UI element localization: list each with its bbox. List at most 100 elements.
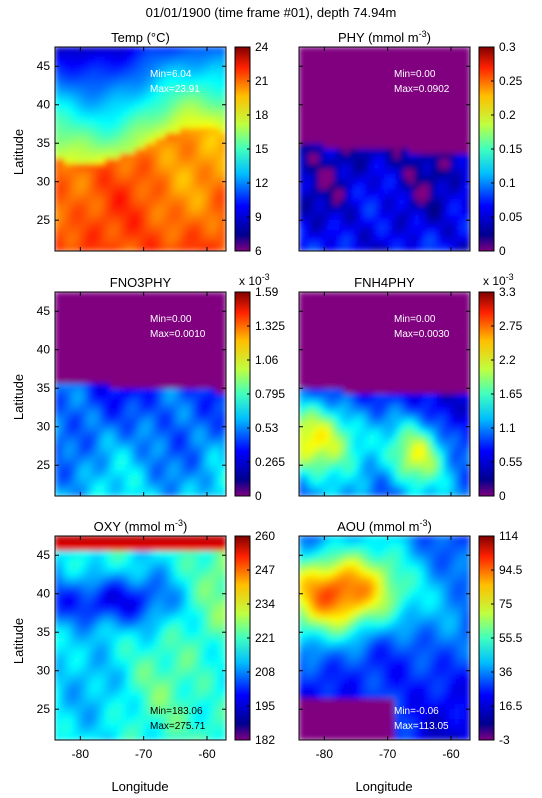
heatmap-cell xyxy=(119,342,126,349)
heatmap-cell xyxy=(348,204,355,211)
heatmap-cell xyxy=(205,225,212,232)
heatmap-cell xyxy=(150,327,157,334)
heatmap-cell xyxy=(220,184,226,191)
heatmap-cell xyxy=(459,184,466,191)
heatmap-cell xyxy=(99,322,106,329)
heatmap-cell xyxy=(215,102,222,109)
heatmap-cell xyxy=(444,158,451,165)
heatmap-cell xyxy=(343,311,350,318)
heatmap-cell xyxy=(444,189,451,196)
heatmap-cell xyxy=(210,219,217,226)
heatmap-cell xyxy=(348,214,355,221)
heatmap-cell xyxy=(89,357,96,364)
heatmap-cell xyxy=(114,153,121,160)
heatmap-cell xyxy=(459,138,466,145)
heatmap-cell xyxy=(104,148,111,155)
heatmap-cell xyxy=(434,209,441,216)
heatmap-cell xyxy=(74,490,81,496)
heatmap-cell xyxy=(59,199,66,206)
heatmap-cell xyxy=(299,240,305,247)
heatmap-cell xyxy=(134,112,141,119)
heatmap-cell xyxy=(449,342,456,349)
heatmap-cell xyxy=(444,245,451,251)
heatmap-cell xyxy=(84,383,91,390)
heatmap-cell xyxy=(348,240,355,247)
heatmap-cell xyxy=(145,368,152,375)
heatmap-cell xyxy=(190,393,197,400)
heatmap-cell xyxy=(318,51,325,58)
heatmap-cell xyxy=(200,153,207,160)
heatmap-cell xyxy=(79,337,86,344)
heatmap-cell xyxy=(439,163,446,170)
heatmap-cell xyxy=(134,337,141,344)
heatmap-cell xyxy=(175,230,182,237)
heatmap-cell xyxy=(205,230,212,237)
heatmap-cell xyxy=(444,230,451,237)
heatmap-cell xyxy=(434,368,441,375)
heatmap-cell xyxy=(104,454,111,461)
heatmap-cell xyxy=(318,148,325,155)
heatmap-cell xyxy=(180,419,187,426)
heatmap-cell xyxy=(215,204,222,211)
heatmap-cell xyxy=(459,163,466,170)
heatmap-cell xyxy=(124,107,131,114)
heatmap-cell xyxy=(79,352,86,359)
heatmap-cell xyxy=(170,174,177,181)
heatmap-cell xyxy=(64,434,71,441)
heatmap-cell xyxy=(155,439,162,446)
heatmap-cell xyxy=(134,194,141,201)
heatmap-cell xyxy=(114,143,121,150)
heatmap-cell xyxy=(160,327,167,334)
heatmap-cell xyxy=(220,464,226,471)
heatmap-cell xyxy=(424,189,431,196)
heatmap-cell xyxy=(429,301,436,308)
heatmap-cell xyxy=(299,306,305,313)
heatmap-cell xyxy=(89,47,96,53)
heatmap-cell xyxy=(378,403,385,410)
heatmap-cell xyxy=(74,322,81,329)
heatmap-cell xyxy=(160,311,167,318)
heatmap-cell xyxy=(114,204,121,211)
heatmap-cell xyxy=(119,158,126,165)
heatmap-cell xyxy=(140,174,147,181)
heatmap-cell xyxy=(444,61,451,68)
heatmap-cell xyxy=(84,194,91,201)
heatmap-cell xyxy=(459,179,466,186)
heatmap-cell xyxy=(140,317,147,324)
heatmap-cell xyxy=(409,199,416,206)
heatmap-cell xyxy=(384,388,391,395)
heatmap-cell xyxy=(200,327,207,334)
heatmap-cell xyxy=(363,317,370,324)
heatmap-cell xyxy=(384,102,391,109)
heatmap-cell xyxy=(328,311,335,318)
heatmap-cell xyxy=(64,47,71,53)
heatmap-cell xyxy=(114,480,121,487)
heatmap-cell xyxy=(104,102,111,109)
heatmap-cell xyxy=(439,225,446,232)
heatmap-cell xyxy=(175,362,182,369)
heatmap-cell xyxy=(353,322,360,329)
heatmap-cell xyxy=(210,490,217,496)
heatmap-cell xyxy=(343,337,350,344)
heatmap-cell xyxy=(439,219,446,226)
heatmap-cell xyxy=(160,123,167,130)
heatmap-cell xyxy=(363,235,370,242)
heatmap-cell xyxy=(318,342,325,349)
heatmap-cell xyxy=(454,378,461,385)
heatmap-cell xyxy=(175,240,182,247)
heatmap-cell xyxy=(69,240,76,247)
heatmap-cell xyxy=(318,296,325,303)
heatmap-cell xyxy=(175,128,182,135)
heatmap-cell xyxy=(363,373,370,380)
heatmap-cell xyxy=(190,199,197,206)
heatmap-cell xyxy=(55,383,61,390)
heatmap-cell xyxy=(165,378,172,385)
heatmap-cell xyxy=(464,301,470,308)
heatmap-cell xyxy=(454,51,461,58)
heatmap-cell xyxy=(119,424,126,431)
heatmap-cell xyxy=(185,424,192,431)
heatmap-cell xyxy=(119,133,126,140)
heatmap-cell xyxy=(114,51,121,58)
heatmap-cell xyxy=(109,51,116,58)
heatmap-cell xyxy=(459,230,466,237)
